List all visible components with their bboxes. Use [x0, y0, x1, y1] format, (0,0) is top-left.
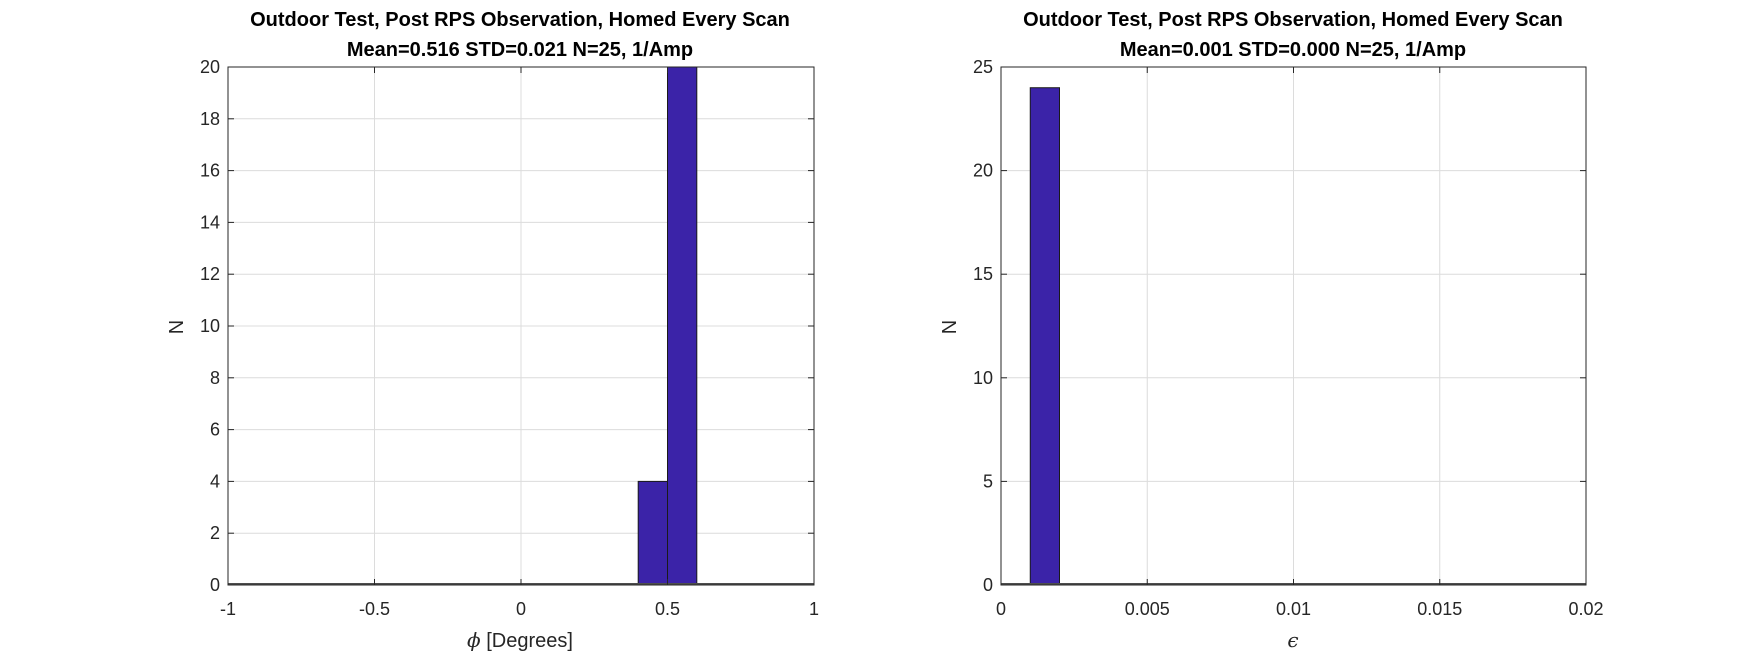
y-tick-label: 0: [210, 575, 220, 595]
x-axis-label: ϵ: [1287, 628, 1298, 652]
histogram-bar: [667, 66, 698, 586]
y-tick-label: 20: [973, 161, 993, 181]
x-axis-symbol: ϵ: [1287, 628, 1298, 652]
x-tick-label: 0: [516, 599, 526, 619]
y-tick-label: 25: [973, 57, 993, 77]
x-tick-label: -1: [220, 599, 236, 619]
y-axis-label: N: [166, 320, 188, 334]
x-axis-label-text: [Degrees]: [481, 630, 573, 652]
chart-title: Outdoor Test, Post RPS Observation, Home…: [250, 9, 790, 31]
chart-title: Outdoor Test, Post RPS Observation, Home…: [1023, 9, 1563, 31]
y-tick-label: 10: [200, 316, 220, 336]
x-tick-label: -0.5: [359, 599, 390, 619]
y-tick-label: 2: [210, 523, 220, 543]
y-tick-label: 0: [983, 575, 993, 595]
y-tick-label: 12: [200, 264, 220, 284]
plot-area: 0 0.005 0.01 0.015 0.02 0 5 10 15 20 25: [973, 57, 1604, 619]
x-tick-label: 0.01: [1276, 599, 1311, 619]
x-axis-symbol: ϕ: [467, 628, 481, 652]
y-tick-label: 14: [200, 212, 220, 232]
x-tick-label: 0.02: [1568, 599, 1603, 619]
y-tick-label: 10: [973, 368, 993, 388]
x-tick-label: 0: [996, 599, 1006, 619]
x-tick-label: 0.5: [655, 599, 680, 619]
y-tick-label: 5: [983, 471, 993, 491]
y-tick-label: 20: [200, 57, 220, 77]
x-tick-label: 0.015: [1417, 599, 1462, 619]
x-tick-label: 0.005: [1125, 599, 1170, 619]
histogram-bar: [637, 480, 669, 586]
histogram-panel-phi: Outdoor Test, Post RPS Observation, Home…: [166, 9, 819, 652]
x-tick-label: 1: [809, 599, 819, 619]
y-tick-label: 16: [200, 161, 220, 181]
x-axis-label: ϕ [Degrees]: [467, 628, 573, 652]
y-tick-label: 18: [200, 109, 220, 129]
y-tick-label: 15: [973, 264, 993, 284]
histogram-bar: [1029, 87, 1060, 586]
y-tick-label: 6: [210, 420, 220, 440]
chart-subtitle: Mean=0.516 STD=0.021 N=25, 1/Amp: [347, 39, 693, 61]
y-tick-label: 8: [210, 368, 220, 388]
y-axis-label: N: [939, 320, 961, 334]
y-tick-label: 4: [210, 471, 220, 491]
chart-subtitle: Mean=0.001 STD=0.000 N=25, 1/Amp: [1120, 39, 1466, 61]
histogram-panel-epsilon: Outdoor Test, Post RPS Observation, Home…: [939, 9, 1604, 652]
